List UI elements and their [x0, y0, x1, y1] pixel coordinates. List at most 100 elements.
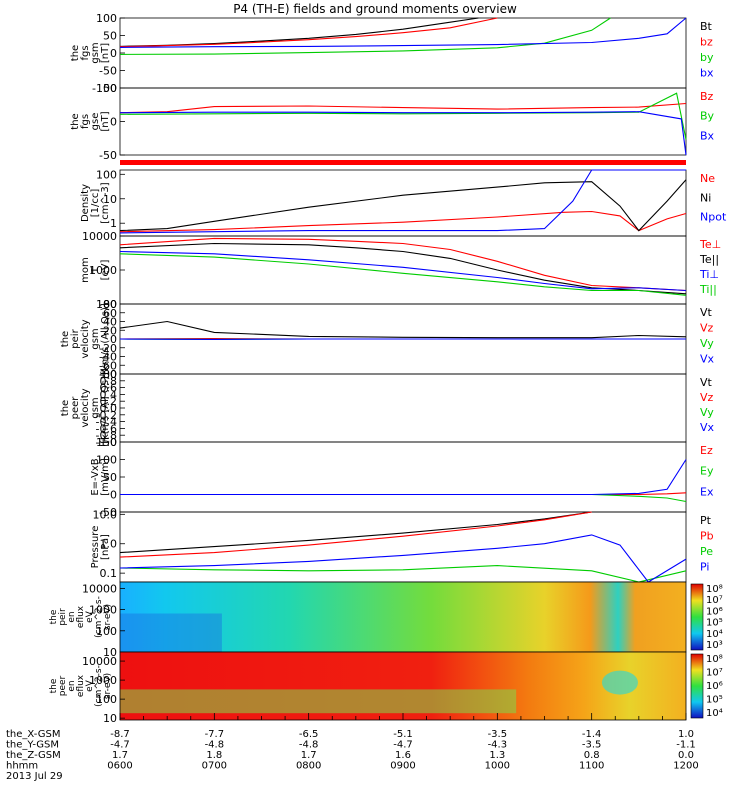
separator-bar — [120, 160, 686, 165]
colorbar — [690, 583, 704, 651]
y-tick-label: 0.1 — [100, 567, 118, 580]
y-axis-label: peir — [58, 608, 68, 626]
x-tick-label: 1.7 — [301, 750, 317, 761]
y-axis-label: gsm — [90, 42, 101, 63]
y-tick-label: 50 — [103, 82, 117, 95]
y-axis-label: peer — [58, 675, 68, 696]
y-tick-label: 100 — [96, 12, 117, 25]
x-tick-label: -4.3 — [488, 740, 508, 751]
y-axis-label: velocity — [80, 388, 91, 427]
y-axis-label: [km/s (All Qs)] — [100, 303, 111, 375]
y-axis-label: (cm^2-s- — [94, 596, 104, 638]
series-line — [119, 511, 592, 558]
y-tick-label: -80 — [99, 368, 117, 381]
series-line — [119, 169, 686, 234]
y-tick-label: 1.0 — [100, 368, 118, 381]
y-axis-label: [nPa] — [100, 534, 111, 560]
series-line — [119, 253, 687, 296]
legend-entry: Ey — [700, 465, 714, 478]
legend-entry: Vt — [700, 376, 713, 389]
y-axis-label: [1/cc] — [90, 189, 101, 218]
panel-frame — [119, 17, 687, 89]
y-axis-label: the — [70, 45, 81, 61]
colorbar-tick-label: 10⁶ — [706, 681, 723, 692]
legend-entry: Vz — [700, 391, 714, 404]
x-tick-label: -3.5 — [488, 729, 508, 740]
x-tick-label: 1.8 — [206, 750, 222, 761]
x-axis-row-label: hhmm — [6, 761, 38, 772]
y-axis-label: gse — [90, 113, 101, 131]
y-tick-label: 0.8 — [100, 375, 118, 388]
legend-entry: Pt — [700, 514, 712, 527]
series-line — [119, 17, 611, 55]
y-axis-label: gsm — [90, 397, 101, 418]
x-tick-label: -4.8 — [299, 740, 319, 751]
y-tick-label: 0 — [110, 116, 117, 129]
legend-entry: Pe — [700, 545, 713, 558]
y-axis-label: Density — [80, 184, 91, 222]
series-line — [119, 179, 687, 232]
x-tick-label: 0700 — [202, 761, 227, 772]
x-tick-label: -5.1 — [393, 729, 413, 740]
y-tick-label: 100 — [96, 625, 117, 638]
y-tick-label: 0.2 — [100, 395, 118, 408]
legend-entry: Ex — [700, 485, 714, 498]
y-tick-label: 1000 — [89, 264, 117, 277]
legend-entry: Bt — [700, 20, 713, 33]
series-line — [119, 511, 592, 554]
x-tick-label: -4.8 — [205, 740, 225, 751]
chart-title: P4 (TH-E) fields and ground moments over… — [233, 2, 517, 16]
legend-entry: Vy — [700, 337, 714, 350]
legend-entry: Ti⊥ — [699, 268, 719, 281]
x-axis-row-label: the_Z-GSM — [6, 750, 61, 761]
y-axis-label: the — [49, 609, 59, 624]
y-axis-label: the — [60, 331, 71, 347]
y-tick-label: -50 — [99, 506, 117, 519]
series-line — [119, 17, 498, 48]
y-tick-label: 10000 — [82, 582, 117, 595]
y-tick-label: 60 — [103, 307, 117, 320]
y-tick-label: 0 — [110, 333, 117, 346]
legend-entry: Vx — [700, 421, 715, 434]
panel-frame — [119, 235, 687, 305]
y-tick-label: 100 — [96, 454, 117, 467]
y-axis-label: eflux — [76, 605, 86, 628]
y-tick-label: 100 — [96, 168, 117, 181]
x-tick-label: 1200 — [673, 761, 698, 772]
legend-entry: Te|| — [699, 253, 719, 266]
colorbar-tick-label: 10⁵ — [706, 695, 723, 706]
y-axis-label: the — [70, 113, 81, 129]
y-axis-label: (cm^2-s- — [94, 665, 104, 707]
y-axis-label: Pressure — [90, 526, 101, 569]
y-axis-label: [mV/m] — [100, 458, 111, 496]
y-axis-label: [cm^-3] — [100, 182, 111, 223]
panel-frame — [119, 441, 687, 513]
y-axis-label: [nT] — [100, 111, 111, 131]
y-tick-label: -0.2 — [96, 409, 117, 422]
y-tick-label: 50 — [103, 471, 117, 484]
date-label: 2013 Jul 29 — [6, 771, 63, 782]
x-tick-label: 0600 — [107, 761, 132, 772]
x-tick-label: -1.4 — [582, 729, 602, 740]
y-tick-label: 10 — [103, 712, 117, 725]
x-tick-label: 0.0 — [678, 750, 694, 761]
legend-entry: Ne — [700, 172, 715, 185]
y-tick-label: -100 — [92, 82, 117, 95]
legend-entry: Pb — [700, 530, 714, 543]
legend-entry: By — [700, 110, 715, 123]
colorbar-tick-label: 10⁴ — [706, 629, 723, 640]
panel-frame — [119, 87, 687, 156]
x-axis-row-label: the_X-GSM — [6, 729, 60, 740]
panel-frame — [119, 169, 687, 237]
y-tick-label: 10000 — [82, 655, 117, 668]
series-line — [119, 250, 687, 292]
colorbar-tick-label: 10⁷ — [706, 668, 723, 679]
y-tick-label: 10 — [103, 646, 117, 659]
y-axis-label: sr-eV) — [103, 673, 113, 699]
y-axis-label: gsm — [90, 328, 101, 349]
series-line — [119, 17, 687, 48]
spectrogram-band — [120, 613, 222, 652]
y-axis-label: fgs — [80, 114, 91, 129]
spectrogram-feature — [601, 670, 638, 695]
